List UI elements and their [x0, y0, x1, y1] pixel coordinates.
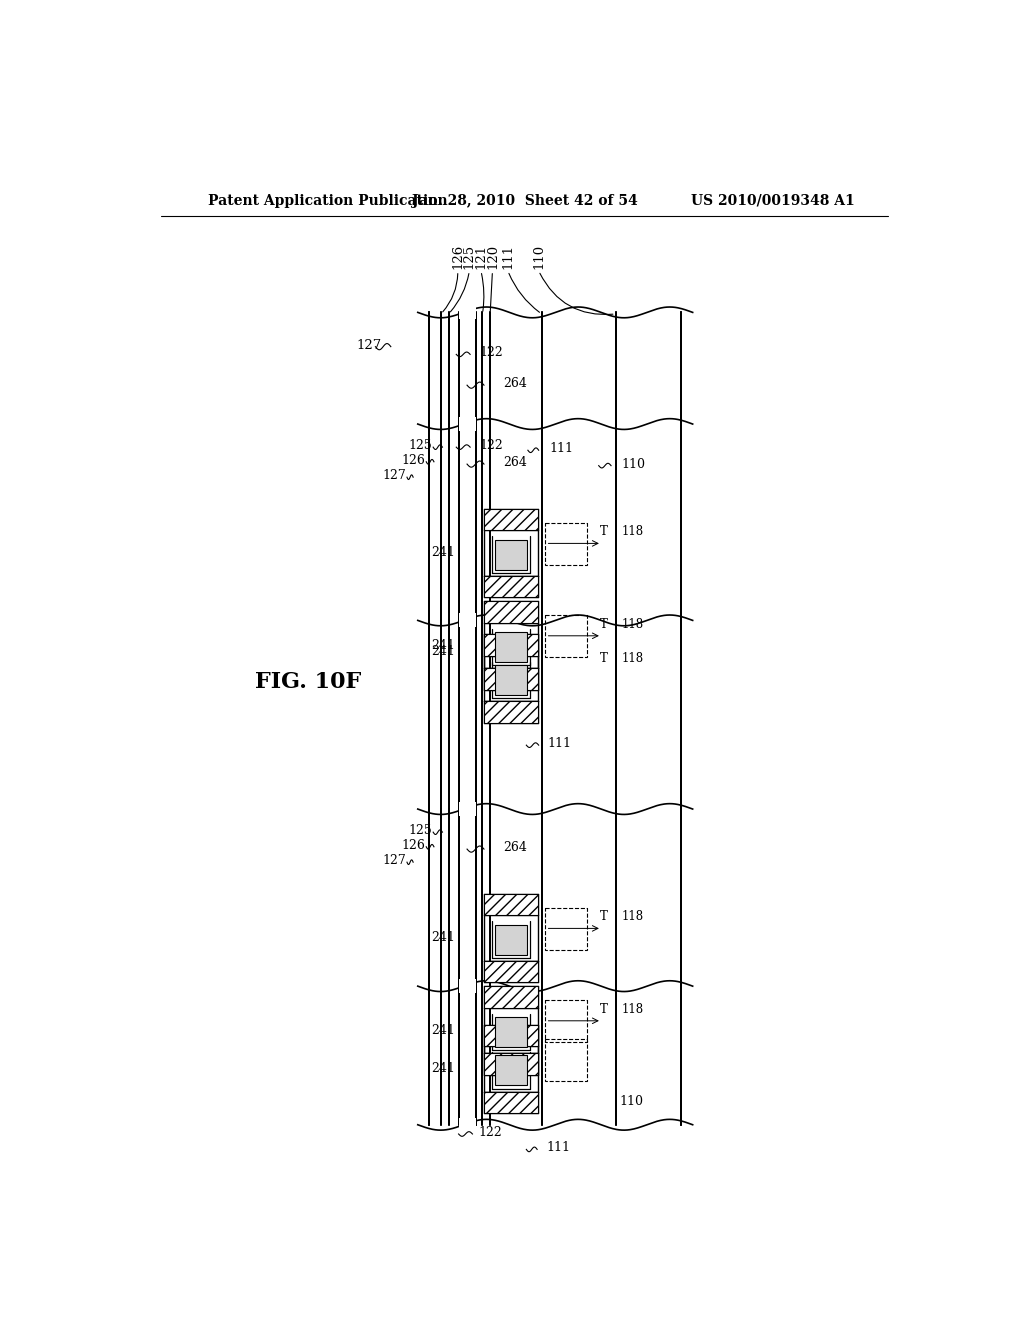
Text: 110: 110	[620, 1096, 643, 1109]
Text: 122: 122	[479, 440, 503, 453]
Text: FIG. 10F: FIG. 10F	[255, 671, 360, 693]
Bar	[484, 961, 538, 982]
Text: 241: 241	[432, 639, 456, 652]
Text: 110: 110	[532, 243, 545, 268]
Bar	[495, 1016, 527, 1047]
Bar	[459, 614, 475, 627]
Text: 126: 126	[401, 838, 425, 851]
Bar	[484, 894, 538, 915]
Text: Jan. 28, 2010  Sheet 42 of 54: Jan. 28, 2010 Sheet 42 of 54	[412, 194, 638, 207]
Text: 111: 111	[547, 1142, 570, 1155]
Bar	[484, 635, 538, 656]
Bar	[545, 615, 587, 657]
Bar	[459, 425, 475, 619]
Text: 111: 111	[548, 737, 571, 750]
Text: 111: 111	[550, 442, 573, 455]
Bar	[484, 508, 538, 531]
Bar	[495, 632, 527, 663]
Bar	[459, 810, 475, 985]
Text: T: T	[600, 911, 608, 924]
Bar	[459, 987, 475, 1123]
Bar	[545, 908, 587, 950]
Text: 118: 118	[622, 525, 644, 539]
Text: 241: 241	[432, 644, 456, 657]
Text: 125: 125	[409, 824, 432, 837]
Bar	[459, 417, 475, 432]
Text: US 2010/0019348 A1: US 2010/0019348 A1	[690, 194, 854, 207]
Bar	[484, 668, 538, 689]
Text: 241: 241	[432, 546, 456, 560]
Bar	[459, 313, 475, 424]
Text: 264: 264	[504, 841, 527, 854]
Text: 111: 111	[502, 243, 514, 268]
Bar	[545, 1001, 587, 1043]
Bar	[495, 1056, 527, 1085]
Text: 125: 125	[463, 243, 476, 268]
Bar	[484, 1024, 538, 1047]
Bar	[459, 979, 475, 993]
Text: 126: 126	[452, 243, 464, 268]
Bar	[484, 576, 538, 597]
Bar	[459, 313, 475, 1125]
Bar	[484, 1092, 538, 1113]
Text: T: T	[600, 618, 608, 631]
Text: 241: 241	[432, 1023, 456, 1036]
Bar	[484, 986, 538, 1007]
Bar	[459, 1118, 475, 1131]
Bar	[495, 665, 527, 696]
Text: T: T	[600, 652, 608, 665]
Bar	[459, 622, 475, 808]
Text: 125: 125	[409, 440, 432, 453]
Bar	[545, 523, 587, 565]
Text: 127: 127	[383, 469, 407, 482]
Text: T: T	[600, 525, 608, 539]
Bar	[495, 540, 527, 570]
Bar	[484, 701, 538, 723]
Text: 121: 121	[474, 243, 487, 268]
Text: 122: 122	[478, 1126, 503, 1139]
Bar	[495, 924, 527, 954]
Text: 118: 118	[622, 652, 644, 665]
Text: 118: 118	[622, 911, 644, 924]
Text: 126: 126	[401, 454, 425, 467]
Text: 264: 264	[504, 378, 527, 391]
Text: 264: 264	[504, 455, 527, 469]
Bar	[484, 601, 538, 623]
Text: 118: 118	[622, 618, 644, 631]
Text: 241: 241	[432, 1063, 456, 1074]
Bar	[459, 305, 475, 319]
Text: 241: 241	[432, 931, 456, 944]
Bar	[484, 1053, 538, 1074]
Bar	[545, 1039, 587, 1081]
Text: 120: 120	[486, 243, 499, 268]
Text: 118: 118	[622, 1003, 644, 1016]
Text: 127: 127	[383, 854, 407, 867]
Text: Patent Application Publication: Patent Application Publication	[208, 194, 447, 207]
Text: 127: 127	[356, 339, 382, 351]
Text: 122: 122	[479, 346, 503, 359]
Text: 110: 110	[622, 458, 646, 471]
Bar	[459, 803, 475, 816]
Text: T: T	[600, 1003, 608, 1016]
